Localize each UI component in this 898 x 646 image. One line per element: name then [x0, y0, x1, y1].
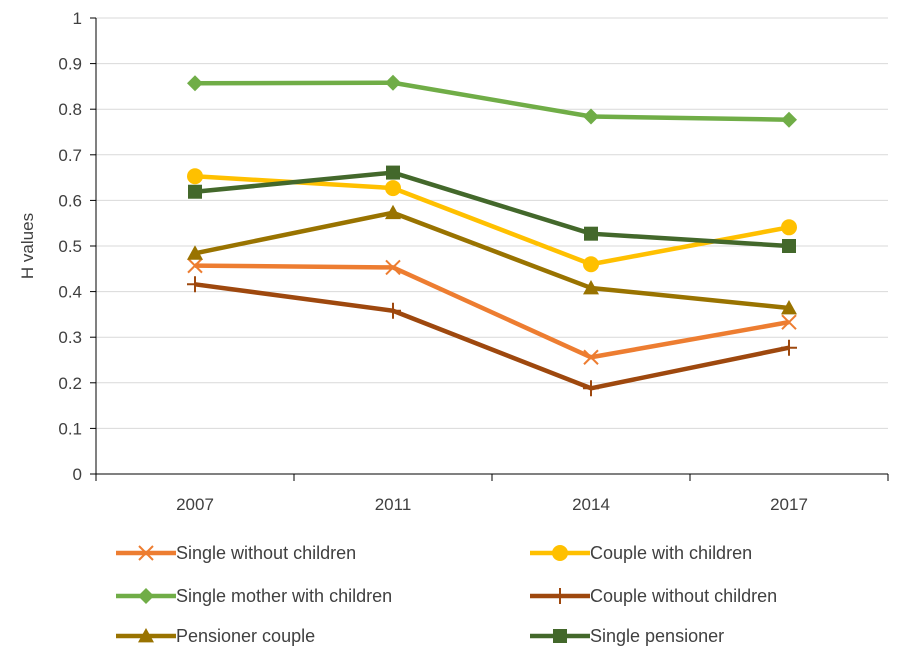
y-tick-label: 0.6: [58, 191, 82, 210]
y-axis-title: H values: [18, 213, 37, 279]
y-tick-label: 0.4: [58, 283, 82, 302]
series-line: [194, 170, 790, 249]
series-line: [194, 282, 790, 391]
y-tick-label: 0.5: [58, 237, 82, 256]
series-3: [187, 276, 797, 397]
series-0: [187, 257, 797, 365]
data-point: [187, 75, 203, 92]
legend-swatch-marker: [552, 545, 568, 561]
legend-label: Couple with children: [590, 543, 752, 563]
data-point: [583, 279, 599, 295]
legend-swatch-marker: [138, 628, 154, 643]
legend-label: Single mother with children: [176, 586, 392, 606]
legend-item: Single pensioner: [530, 626, 724, 646]
data-point: [188, 184, 202, 199]
data-point: [583, 256, 599, 273]
series-4: [187, 204, 797, 315]
legend-swatch-marker: [553, 629, 567, 643]
data-point: [187, 245, 203, 260]
x-tick-label: 2007: [176, 495, 214, 514]
data-point: [781, 314, 797, 330]
y-tick-label: 0.9: [58, 55, 82, 74]
data-point: [781, 219, 797, 236]
legend: Single without children Couple with child…: [116, 543, 777, 646]
gridlines: [96, 17, 888, 429]
data-point: [187, 276, 203, 293]
series-5: [188, 165, 796, 253]
data-point: [385, 259, 401, 276]
series-line: [194, 80, 790, 122]
data-point: [386, 165, 400, 180]
data-point: [782, 239, 796, 253]
legend-swatch-marker: [552, 588, 568, 604]
y-tick-label: 0.3: [58, 328, 82, 347]
legend-swatch-marker: [138, 545, 154, 561]
data-point: [385, 74, 401, 91]
x-tick-label: 2011: [375, 495, 412, 514]
series-line: [194, 210, 790, 311]
legend-swatch-marker: [138, 588, 154, 604]
x-tick-label: 2017: [770, 495, 808, 514]
y-tick-label: 0.1: [58, 419, 82, 438]
legend-label: Couple without children: [590, 586, 777, 606]
data-point: [385, 204, 401, 220]
y-tick-label: 0.7: [58, 146, 82, 165]
legend-item: Couple without children: [530, 586, 777, 606]
y-tick-label: 0.8: [58, 100, 82, 119]
legend-item: Single without children: [116, 543, 356, 563]
data-point: [187, 168, 203, 185]
legend-label: Pensioner couple: [176, 626, 315, 646]
y-tick-label: 0: [73, 465, 82, 484]
data-point: [583, 108, 599, 125]
data-point: [187, 257, 203, 274]
y-tick-label: 1: [73, 9, 82, 28]
legend-item: Single mother with children: [116, 586, 392, 606]
data-point: [583, 349, 599, 365]
legend-item: Pensioner couple: [116, 626, 315, 646]
axes: 0 0.1 0.2 0.3 0.4 0.5 0.6 0.7 0.8 0.9 1 2007 2011 201…: [58, 9, 889, 514]
data-point: [781, 111, 797, 128]
legend-label: Single pensioner: [590, 626, 724, 646]
y-tick-label: 0.2: [58, 374, 82, 393]
series-line: [194, 263, 790, 360]
series-2: [187, 74, 797, 128]
data-point: [781, 339, 797, 356]
data-point: [385, 180, 401, 197]
legend-label: Single without children: [176, 543, 356, 563]
data-point: [583, 380, 599, 397]
data-point: [584, 226, 598, 241]
data-point: [385, 302, 401, 319]
x-tick-label: 2014: [572, 495, 610, 514]
series-group: [187, 74, 797, 397]
legend-item: Couple with children: [530, 543, 752, 563]
data-point: [781, 300, 797, 315]
